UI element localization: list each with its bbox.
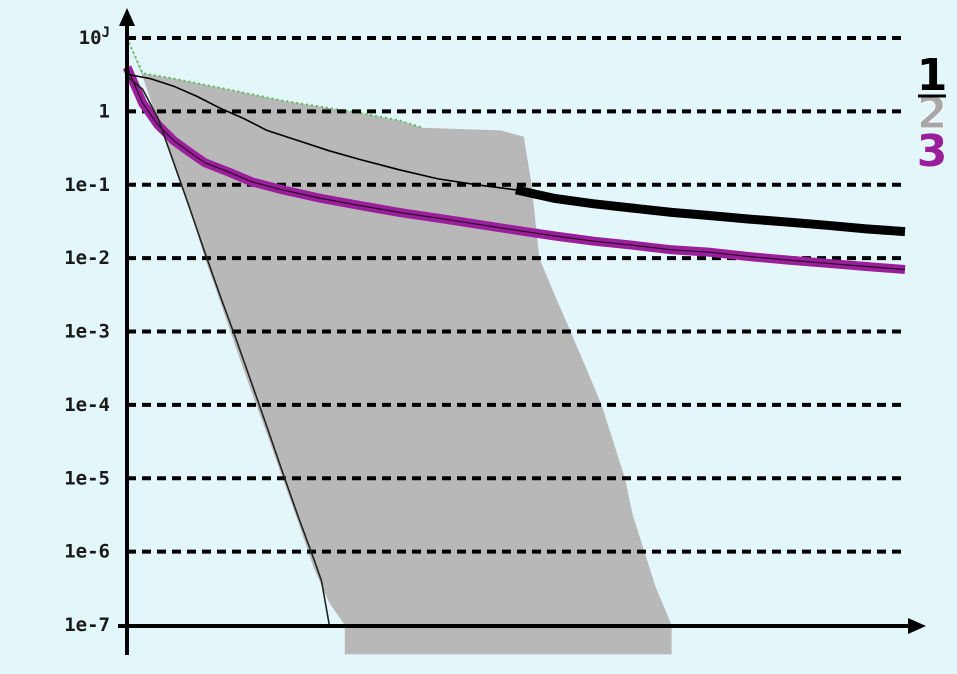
y-tick-label: 1e-4 (64, 394, 110, 416)
band-upper-edge (126, 37, 423, 129)
series-layer (122, 65, 906, 626)
series-2-line (126, 75, 331, 626)
y-tick-label: 1e-2 (64, 247, 110, 269)
band-area (127, 38, 672, 655)
y-tick-label: 1e-7 (64, 614, 110, 636)
y-tick-label: 1e-6 (64, 541, 110, 563)
legend: 123 (916, 50, 948, 177)
legend-entry-3: 3 (917, 126, 948, 177)
series-1-line (126, 73, 517, 191)
y-tick-label: 1 (99, 100, 110, 122)
legend-entry-1: 1 (917, 50, 948, 101)
y-tick-label: 1e-1 (64, 174, 110, 196)
band-layer (126, 37, 672, 655)
y-tick-superscript: J (102, 25, 110, 41)
axis-layer (118, 8, 926, 655)
y-axis-arrow (119, 8, 135, 26)
series-1-tail (515, 185, 906, 237)
series-3-core (126, 66, 906, 271)
y-tick-label: 1e-5 (64, 467, 110, 489)
x-axis-arrow (908, 618, 926, 634)
y-tick-label: 1e-3 (64, 321, 110, 343)
